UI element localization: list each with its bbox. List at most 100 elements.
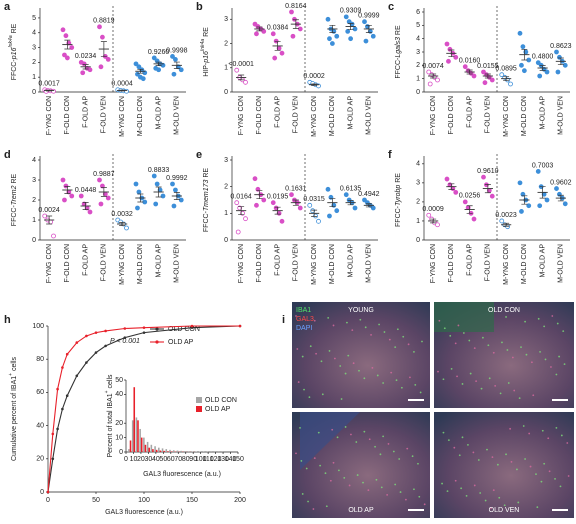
cell-speckle <box>423 503 426 506</box>
data-point <box>329 41 335 46</box>
x-tick-label: F-OLD CON <box>64 244 71 283</box>
cell-speckle <box>543 325 546 328</box>
y-tick-label: 3 <box>32 44 36 51</box>
data-point <box>489 77 495 83</box>
annotation: P < 0.001 <box>110 338 140 345</box>
y-tick-label: 4 <box>416 161 420 168</box>
legend-swatch <box>196 397 202 403</box>
cell-speckle <box>473 484 476 487</box>
data-point <box>297 26 303 32</box>
data-point <box>484 182 489 188</box>
data-point <box>343 14 349 20</box>
legend-label: OLD CON <box>205 397 237 404</box>
label-part: + <box>8 373 14 376</box>
data-point <box>517 30 523 36</box>
y-tick-label: 5 <box>416 22 420 29</box>
legend-swatch <box>155 340 159 344</box>
data-point <box>471 216 477 222</box>
data-point <box>521 68 527 74</box>
data-point <box>334 208 340 214</box>
stain-label: GAL3 <box>296 316 314 323</box>
data-point <box>520 191 526 197</box>
cell-speckle <box>352 362 355 365</box>
x-tick-label: M-OLD AP <box>347 244 354 278</box>
cell-speckle <box>299 426 301 429</box>
data-point <box>123 327 127 330</box>
data-point <box>51 457 55 461</box>
cell-speckle <box>409 376 411 379</box>
cell-speckle <box>491 456 494 459</box>
cell-speckle <box>399 491 402 493</box>
data-point <box>46 490 50 494</box>
y-tick-label: 3 <box>224 157 228 164</box>
data-point <box>75 374 79 378</box>
y-tick-label: 1 <box>416 218 420 225</box>
cell-speckle <box>454 479 457 482</box>
x-tick-label: F-OLD CON <box>256 244 263 283</box>
cell-speckle <box>505 453 507 456</box>
bar <box>163 450 165 452</box>
cell-speckle <box>328 350 331 352</box>
data-point <box>69 45 75 50</box>
y-tick-label: 1 <box>416 76 420 83</box>
x-tick-label: F-YNG CON <box>238 244 245 283</box>
data-point <box>62 52 67 58</box>
cell-speckle <box>441 482 443 485</box>
data-point <box>80 70 86 76</box>
p-value: 0.0315 <box>303 196 325 203</box>
p-value: 0.7003 <box>532 162 554 169</box>
data-point <box>100 183 105 189</box>
cell-speckle <box>520 346 522 349</box>
cell-speckle <box>506 349 509 351</box>
error-bar <box>448 183 455 190</box>
y-tick-label: 3 <box>224 16 228 23</box>
data-point <box>173 187 178 193</box>
data-point <box>343 192 349 198</box>
legend-label: OLD CON <box>168 326 200 333</box>
cell-speckle <box>487 344 490 347</box>
x-tick-label: F-YNG CON <box>430 244 437 283</box>
data-point <box>51 233 56 239</box>
data-point <box>444 41 450 47</box>
cell-speckle <box>567 475 570 477</box>
data-point <box>435 77 440 83</box>
cell-speckle <box>395 379 398 382</box>
x-tick-label: F-OLD CON <box>448 96 455 135</box>
cell-speckle <box>522 425 525 427</box>
data-point <box>254 202 259 208</box>
error-bar <box>46 215 53 225</box>
cell-speckle <box>358 369 360 372</box>
p-value: 0.0074 <box>422 63 444 70</box>
data-point <box>151 55 157 61</box>
x-tick-label: M-YNG CON <box>119 96 126 137</box>
cell-speckle <box>309 345 312 348</box>
p-value: 0.8833 <box>148 167 170 174</box>
bar <box>191 451 194 452</box>
data-point <box>98 201 104 207</box>
data-point <box>136 189 142 195</box>
cell-speckle <box>414 383 417 386</box>
data-point <box>190 324 194 328</box>
data-point <box>75 341 79 344</box>
error-bar <box>82 64 89 70</box>
data-point <box>171 203 177 209</box>
cell-speckle <box>536 506 539 509</box>
cell-speckle <box>558 355 561 358</box>
data-point <box>98 64 104 70</box>
x-tick-label: 90 <box>189 456 197 463</box>
cell-speckle <box>411 455 414 458</box>
label-part: FFCC- <box>203 210 210 232</box>
cell-speckle <box>374 445 376 448</box>
cell-speckle <box>486 448 488 451</box>
y-tick-label: 40 <box>36 422 44 429</box>
x-tick-label: F-OLD VEN <box>485 96 492 133</box>
x-tick-label: M-OLD AP <box>155 244 162 278</box>
cell-speckle <box>492 351 495 354</box>
y-tick-label: 3 <box>416 49 420 56</box>
bar <box>158 447 160 452</box>
cell-speckle <box>348 484 351 487</box>
cell-speckle <box>364 326 367 329</box>
cell-speckle <box>453 446 456 449</box>
y-axis-label: Percent of total IBA1+ cells <box>104 374 114 458</box>
p-value: 0.0195 <box>267 194 289 201</box>
